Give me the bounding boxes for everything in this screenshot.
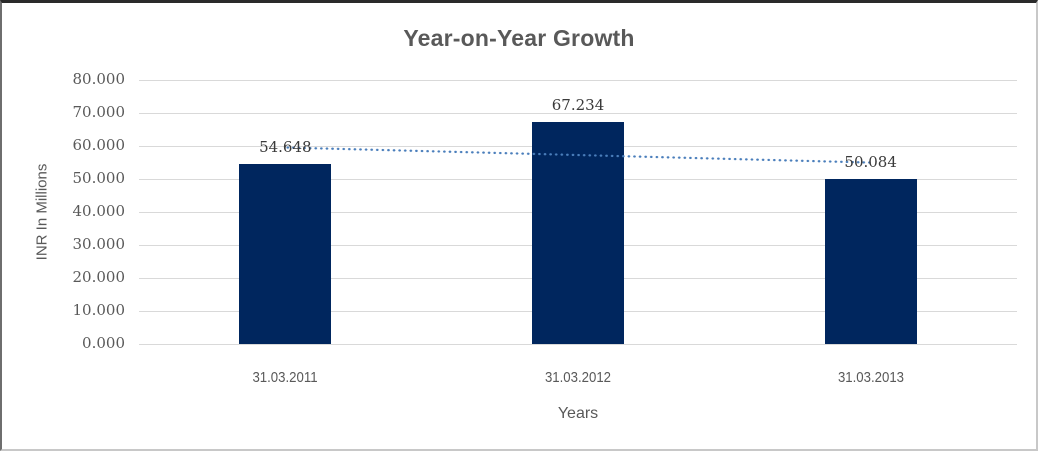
y-axis-tick-label: 0.000 xyxy=(82,334,125,352)
bar xyxy=(239,163,332,344)
y-axis-tick-label: 20.000 xyxy=(72,268,126,286)
y-axis-tick-label: 30.000 xyxy=(72,235,126,253)
y-axis-tick-label: 40.000 xyxy=(72,202,126,220)
gridline xyxy=(139,343,1017,345)
y-axis-tick-label: 10.000 xyxy=(72,301,126,319)
y-axis-tick-label: 80.000 xyxy=(72,70,126,88)
y-axis-tick-label: 70.000 xyxy=(72,103,126,121)
bar-data-label: 67.234 xyxy=(551,96,605,115)
y-axis-tick-label: 50.000 xyxy=(72,169,126,187)
x-axis-tick-label: 31.03.2012 xyxy=(544,369,612,386)
y-axis-tick-label: 60.000 xyxy=(72,136,126,154)
chart-title: Year-on-Year Growth xyxy=(403,25,635,51)
x-axis-title: Years xyxy=(557,405,599,422)
gridline xyxy=(139,79,1017,81)
x-axis-tick-label: 31.03.2011 xyxy=(252,369,318,386)
bar xyxy=(532,122,624,344)
bar-data-label: 50.084 xyxy=(844,152,897,171)
x-axis-tick-label: 31.03.2013 xyxy=(837,369,904,386)
bar xyxy=(824,178,917,344)
gridline xyxy=(139,112,1017,114)
bar-data-label: 54.648 xyxy=(259,137,312,156)
